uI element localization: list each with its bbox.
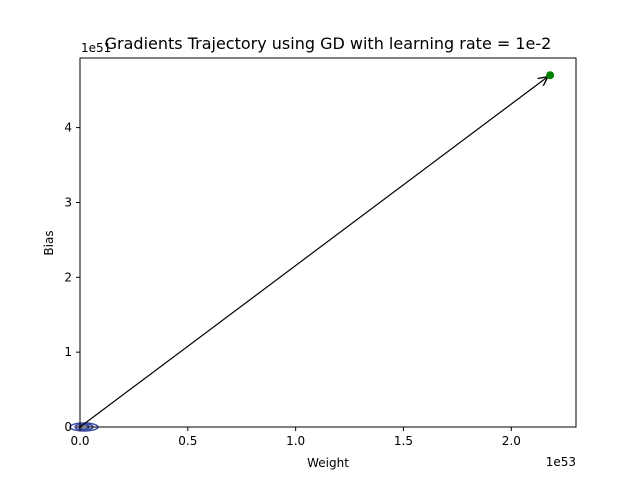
y-tick-label: 1 (64, 345, 72, 359)
y-tick-label: 3 (64, 195, 72, 209)
x-tick-label: 0.0 (70, 434, 89, 448)
y-offset-label: 1e51 (81, 41, 111, 55)
y-axis-label: Bias (42, 230, 56, 255)
plot-area (69, 71, 555, 432)
x-offset-label: 1e53 (546, 455, 576, 469)
x-tick-label: 2.0 (502, 434, 521, 448)
plot-frame (79, 57, 577, 428)
y-tick-label: 2 (64, 270, 72, 284)
trajectory-arrow (79, 77, 547, 428)
x-axis: 0.0 0.5 1.0 1.5 2.0 (70, 427, 521, 448)
x-axis-label: Weight (307, 456, 349, 470)
end-point (546, 71, 555, 80)
x-tick-label: 1.0 (286, 434, 305, 448)
x-tick-label: 0.5 (178, 434, 197, 448)
y-tick-label: 4 (64, 121, 72, 135)
chart-title: Gradients Trajectory using GD with learn… (105, 34, 552, 53)
x-tick-label: 1.5 (394, 434, 413, 448)
y-tick-label: 0 (64, 420, 72, 434)
y-axis: 0 1 2 3 4 (64, 121, 80, 434)
